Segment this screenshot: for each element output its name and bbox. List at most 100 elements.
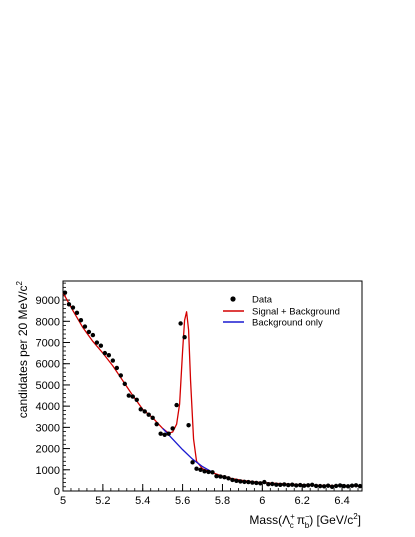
- x-axis-title-suffix-sup: 2: [353, 512, 358, 521]
- data-point: [106, 353, 112, 358]
- data-point: [142, 409, 147, 414]
- y-axis-tick-labels: 0 1000 2000 3000 4000 5000 6000 7000 8000 9000: [36, 295, 60, 498]
- data-point: [146, 412, 151, 417]
- legend-label-background-only: Background only: [252, 318, 323, 329]
- data-point: [298, 482, 303, 488]
- data-point: [198, 467, 203, 472]
- x-tick-label: 6.2: [295, 495, 310, 507]
- data-point: [230, 477, 235, 483]
- data-point: [178, 321, 183, 326]
- x-axis-title-suffix: ) [GeV/c: [309, 513, 353, 527]
- x-tick-label: 5.2: [95, 495, 110, 507]
- data-point: [114, 365, 120, 371]
- data-point: [313, 483, 319, 489]
- data-point: [154, 421, 159, 427]
- data-point: [194, 466, 199, 471]
- data-point: [246, 479, 251, 485]
- x-axis-ticks: [62, 484, 359, 491]
- plot-frame-rect: [62, 280, 363, 492]
- plot-frame: [62, 280, 363, 492]
- y-tick-label: 6000: [36, 359, 60, 371]
- data-point: [186, 423, 191, 428]
- data-point: [294, 483, 299, 488]
- y-tick-label: 2000: [36, 444, 60, 456]
- data-point: [274, 482, 279, 487]
- data-point: [333, 483, 339, 489]
- data-point: [122, 381, 127, 387]
- data-point: [174, 402, 179, 408]
- legend-label-signal-background: Signal + Background: [252, 307, 340, 318]
- legend-label-data: Data: [252, 295, 273, 306]
- x-axis-title-prefix: Mass(: [249, 513, 282, 527]
- data-point: [94, 340, 100, 345]
- x-axis-title-pi-sub: b: [305, 521, 310, 530]
- data-point: [341, 483, 347, 489]
- data-point: [305, 483, 311, 488]
- data-point: [262, 479, 267, 485]
- data-point: [242, 479, 247, 485]
- data-point: [238, 479, 243, 484]
- legend: Data Signal + Background Background only: [223, 295, 340, 329]
- data-point: [182, 335, 187, 340]
- data-point: [282, 482, 287, 487]
- data-point: [345, 484, 351, 489]
- x-tick-label: 6.4: [334, 495, 349, 507]
- data-point: [266, 482, 271, 487]
- data-point: [270, 481, 275, 487]
- data-point: [102, 350, 108, 356]
- x-axis-title-lambda-sup: +: [290, 512, 295, 521]
- data-point: [286, 482, 291, 488]
- data-point: [82, 324, 88, 329]
- x-tick-label: 5: [60, 495, 66, 507]
- data-point: [66, 302, 72, 307]
- x-axis-title: Mass(Λ+ c π− b) [GeV/c2]: [249, 512, 361, 530]
- data-point: [329, 484, 335, 489]
- data-point: [321, 484, 327, 489]
- x-axis-tick-labels: 5 5.2 5.4 5.6 5.8 6 6.2 6.4: [60, 495, 350, 507]
- data-point: [206, 469, 211, 475]
- y-tick-label: 0: [54, 486, 60, 498]
- x-axis-title-lambda-sub: c: [290, 521, 294, 530]
- x-tick-label: 5.8: [215, 495, 230, 507]
- data-points: [62, 290, 363, 489]
- y-axis-title-sup: 2: [15, 280, 24, 285]
- data-point: [118, 373, 124, 378]
- data-point: [325, 483, 331, 488]
- data-point: [210, 470, 215, 475]
- data-point: [138, 407, 143, 412]
- data-point: [202, 469, 207, 474]
- x-axis-title-lambda: Λ: [282, 513, 290, 527]
- data-point: [254, 480, 259, 486]
- data-point: [214, 473, 219, 479]
- data-point: [98, 343, 104, 348]
- data-point: [301, 483, 307, 488]
- data-point: [218, 474, 223, 479]
- data-point: [134, 397, 139, 402]
- y-tick-label: 5000: [36, 380, 60, 392]
- data-point: [222, 475, 227, 480]
- y-axis-title-text: candidates per 20 MeV/c: [16, 285, 30, 418]
- data-point: [70, 305, 76, 310]
- x-axis-title-close: ]: [358, 513, 361, 527]
- y-axis-title: candidates per 20 MeV/c2: [15, 280, 30, 418]
- y-tick-label: 7000: [36, 338, 60, 350]
- x-tick-label: 6: [259, 495, 265, 507]
- background-only-curve: [162, 427, 213, 473]
- data-point: [250, 480, 255, 485]
- data-point: [317, 483, 323, 489]
- data-point: [190, 460, 195, 465]
- data-point: [226, 476, 231, 481]
- data-point: [110, 358, 116, 363]
- data-point: [353, 483, 359, 488]
- x-tick-label: 5.6: [175, 495, 190, 507]
- legend-data-marker: [230, 296, 236, 302]
- data-point: [357, 483, 363, 489]
- data-point: [234, 478, 239, 484]
- data-point: [74, 310, 80, 316]
- x-axis-title-pi-sup: −: [305, 512, 310, 521]
- y-tick-label: 4000: [36, 401, 60, 413]
- data-point: [290, 482, 295, 487]
- data-point: [349, 483, 355, 488]
- y-tick-label: 8000: [36, 316, 60, 328]
